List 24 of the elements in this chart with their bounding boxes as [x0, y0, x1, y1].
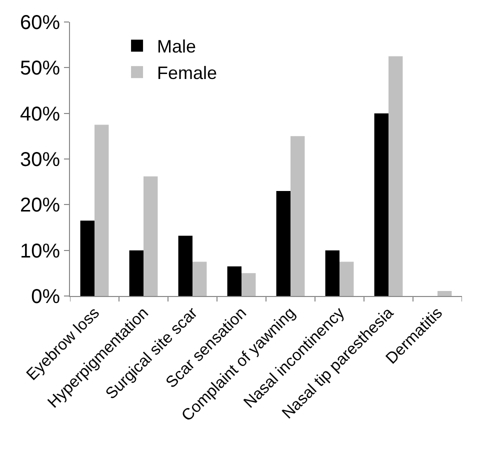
y-tick-label: 40%	[20, 103, 60, 126]
bar	[129, 250, 144, 296]
bar	[94, 124, 109, 296]
bar	[178, 236, 192, 296]
y-tick-label: 50%	[20, 58, 60, 80]
y-tick-label: 0%	[31, 286, 60, 308]
bar	[144, 176, 158, 296]
y-tick-label: 60%	[20, 12, 60, 34]
bar	[438, 290, 452, 296]
bar	[192, 262, 207, 296]
bar	[227, 266, 242, 296]
bar	[374, 113, 388, 296]
bar	[276, 190, 290, 296]
y-tick-label: 10%	[20, 240, 60, 262]
legend-label: Male	[157, 36, 196, 57]
y-tick-label: 30%	[20, 149, 60, 171]
bar	[388, 56, 403, 296]
bar	[325, 250, 340, 296]
y-tick-label: 20%	[20, 194, 60, 217]
bar	[290, 136, 305, 296]
bar	[242, 273, 256, 296]
bar	[340, 262, 354, 296]
legend-label: Female	[157, 63, 218, 84]
bar	[80, 220, 94, 296]
